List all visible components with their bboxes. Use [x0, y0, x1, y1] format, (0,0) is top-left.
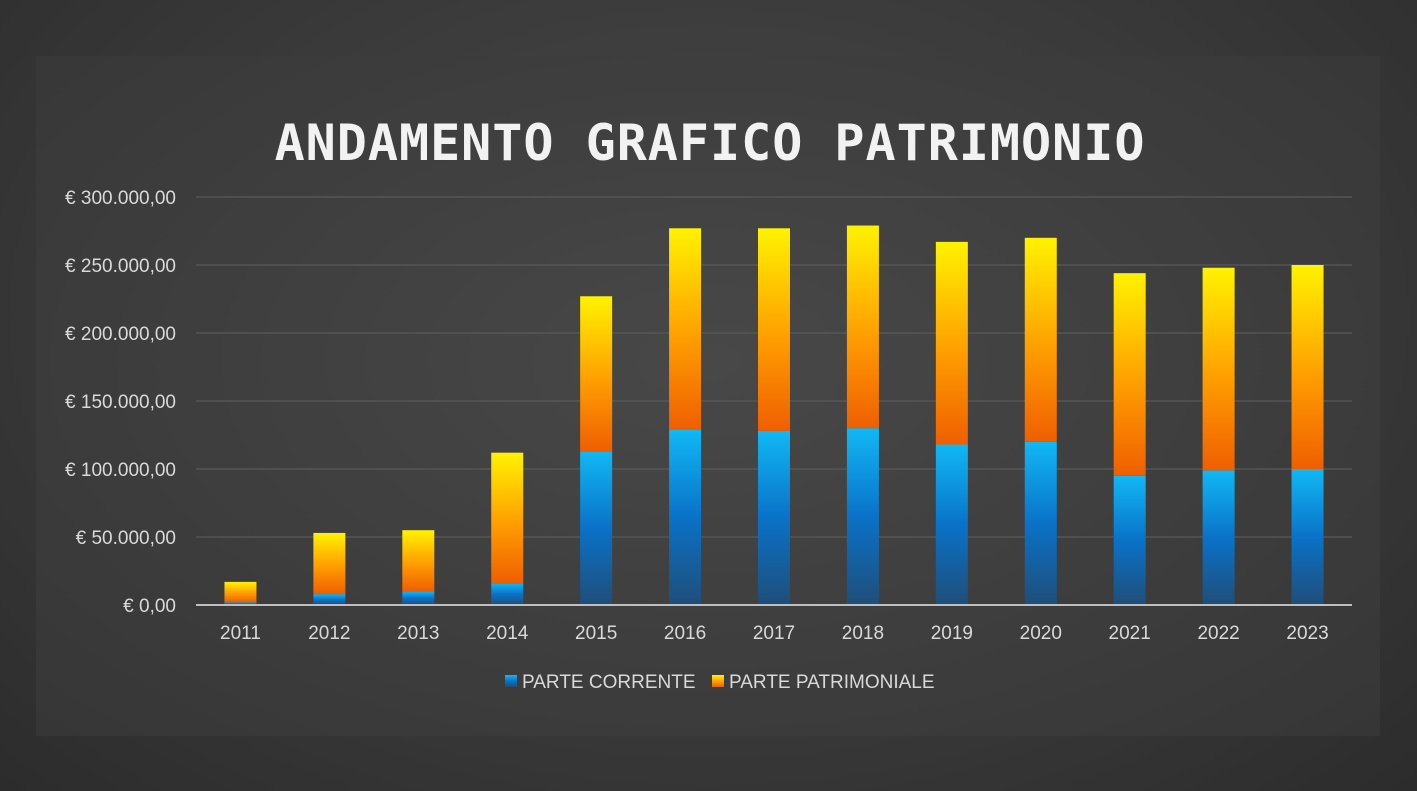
axes: € 0,00 € 50.000,00 € 100.000,00 € 150.000,0… — [65, 188, 1352, 644]
y-tick-label: € 50.000,00 — [76, 528, 176, 549]
bar-parte-patrimoniale-2021 — [1113, 273, 1146, 476]
bar-parte-patrimoniale-2015 — [580, 296, 613, 452]
chart-title: ANDAMENTO GRAFICO PATRIMONIO — [275, 114, 1146, 172]
y-tick-label: € 300.000,00 — [65, 188, 176, 209]
bar-parte-patrimoniale-2023 — [1291, 265, 1324, 469]
bar-parte-corrente-2023 — [1291, 469, 1324, 605]
bar-parte-corrente-2022 — [1202, 470, 1235, 605]
bar-parte-corrente-2017 — [758, 430, 790, 605]
bar-parte-corrente-2020 — [1024, 441, 1057, 605]
bar-parte-patrimoniale-2011 — [224, 581, 257, 603]
bar-parte-corrente-2011 — [224, 602, 257, 605]
bar-parte-corrente-2015 — [580, 451, 613, 605]
bar-parte-patrimoniale-2012 — [313, 532, 346, 595]
x-tick-label: 2018 — [842, 623, 884, 644]
x-tick-label: 2013 — [397, 623, 439, 644]
y-tick-label: € 250.000,00 — [65, 256, 176, 277]
x-tick-label: 2017 — [753, 623, 795, 644]
bar-parte-corrente-2021 — [1113, 475, 1146, 605]
x-tick-label: 2019 — [931, 623, 973, 644]
y-tick-label: € 0,00 — [123, 596, 176, 617]
legend-swatch-parte-corrente — [505, 675, 517, 687]
legend-label-parte-corrente: PARTE CORRENTE — [522, 672, 696, 693]
y-tick-label: € 200.000,00 — [65, 324, 176, 345]
bars — [224, 225, 1324, 605]
x-tick-label: 2011 — [220, 623, 261, 644]
y-tick-label: € 100.000,00 — [65, 460, 176, 481]
bar-parte-patrimoniale-2013 — [402, 530, 435, 592]
x-tick-label: 2016 — [664, 623, 706, 644]
bar-parte-patrimoniale-2019 — [935, 241, 968, 445]
x-tick-label: 2012 — [308, 623, 350, 644]
bar-parte-patrimoniale-2014 — [491, 452, 524, 584]
x-tick-label: 2014 — [486, 623, 529, 644]
x-tick-label: 2015 — [575, 623, 617, 644]
bar-parte-corrente-2018 — [846, 428, 879, 605]
bar-parte-corrente-2012 — [313, 594, 346, 605]
legend-swatch-parte-patrimoniale — [712, 675, 724, 687]
bar-parte-patrimoniale-2020 — [1024, 237, 1057, 442]
bar-parte-corrente-2014 — [491, 583, 524, 605]
bar-parte-patrimoniale-2018 — [846, 225, 879, 429]
bar-parte-patrimoniale-2017 — [758, 228, 790, 431]
x-tick-label: 2020 — [1020, 623, 1062, 644]
bar-parte-corrente-2019 — [935, 444, 968, 605]
bar-parte-corrente-2013 — [402, 591, 435, 605]
chart-panel — [36, 56, 1380, 736]
legend-label-parte-patrimoniale: PARTE PATRIMONIALE — [729, 672, 935, 693]
bar-parte-patrimoniale-2016 — [669, 228, 702, 430]
x-tick-label: 2022 — [1197, 623, 1239, 644]
x-tick-label: 2023 — [1286, 623, 1328, 644]
x-tick-label: 2021 — [1109, 623, 1151, 644]
bar-parte-corrente-2016 — [669, 429, 702, 605]
y-tick-label: € 150.000,00 — [65, 392, 176, 413]
legend: PARTE CORRENTE PARTE PATRIMONIALE — [505, 672, 935, 693]
bar-parte-patrimoniale-2022 — [1202, 267, 1235, 471]
